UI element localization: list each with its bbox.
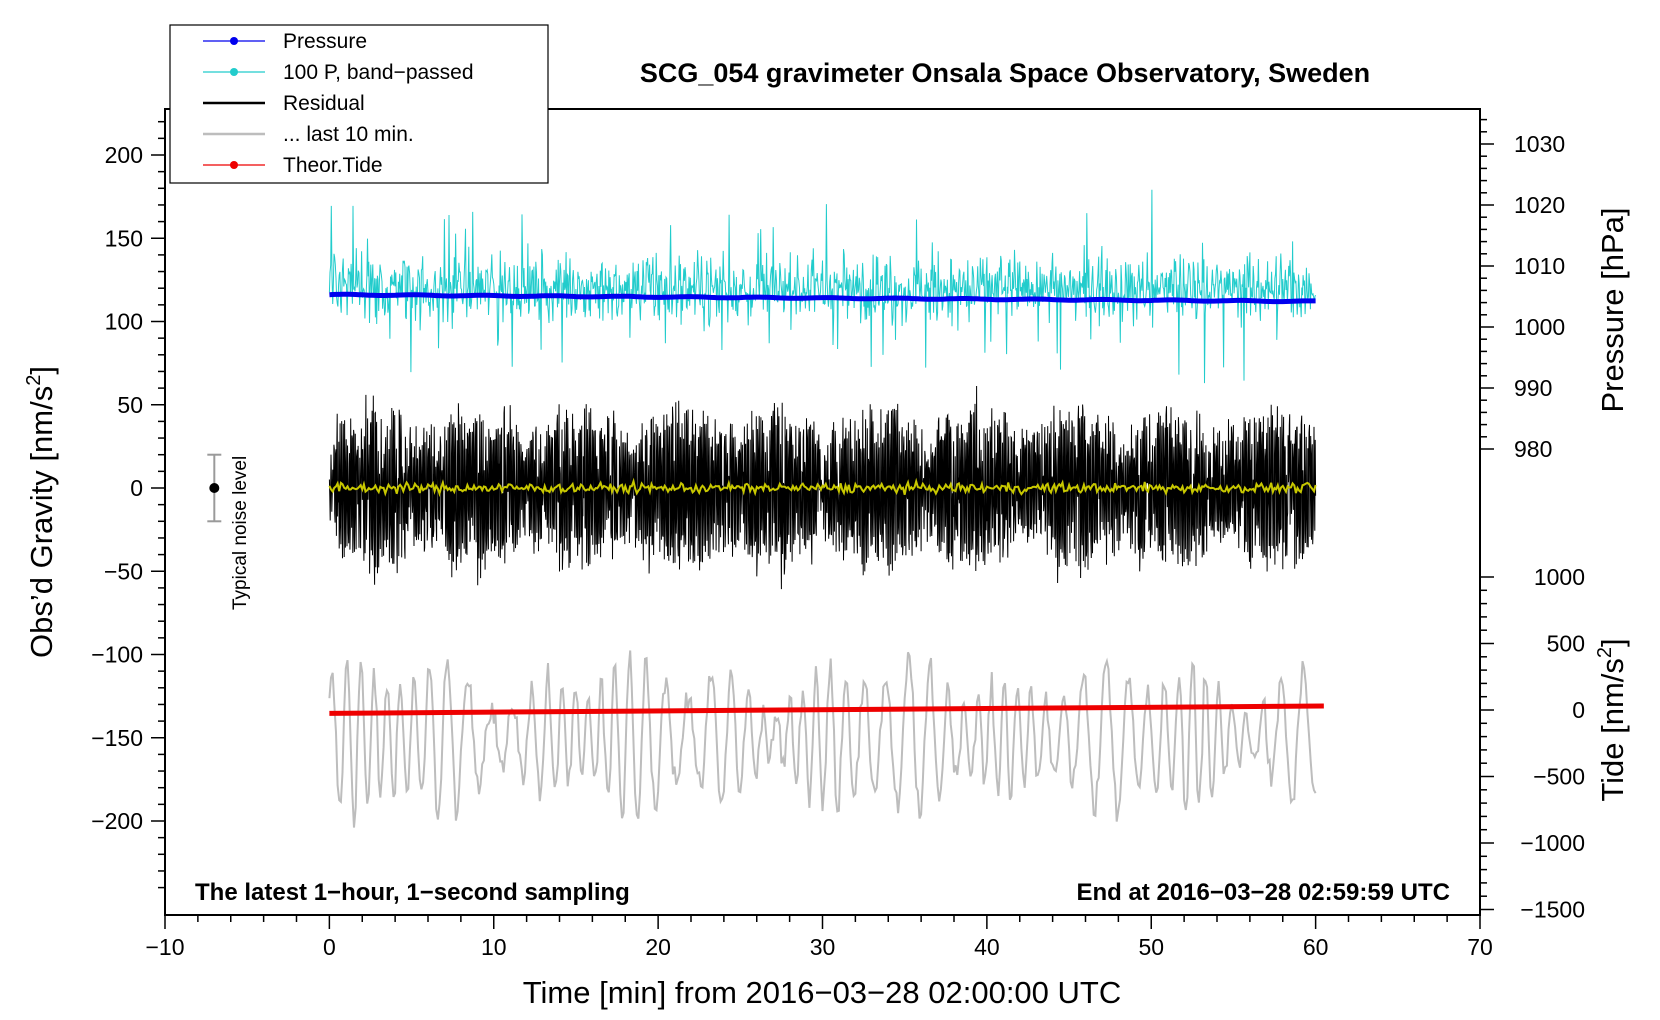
series-layer xyxy=(328,189,1324,828)
tide-tick-label: 1000 xyxy=(1534,564,1585,590)
x-tick-label: 10 xyxy=(481,934,507,960)
series-theoretical-tide xyxy=(329,703,1324,716)
y-tick-label: −200 xyxy=(91,808,143,834)
pressure-tick-label: 1030 xyxy=(1514,131,1565,157)
series-residual-smoothed xyxy=(328,477,1317,498)
x-axis-label: Time [min] from 2016−03−28 02:00:00 UTC xyxy=(523,975,1122,1010)
y-axis-pressure: 1030 1020 1010 1000 990 980 xyxy=(1480,118,1565,462)
pressure-tick-label: 1000 xyxy=(1514,314,1565,340)
noise-center-dot xyxy=(209,483,220,493)
y-tick-label: 200 xyxy=(105,142,143,168)
y-axis-left-label-close: ] xyxy=(24,366,59,375)
x-tick-label: 30 xyxy=(810,934,836,960)
legend-entry-label: Residual xyxy=(283,92,365,115)
pressure-tick-label: 980 xyxy=(1514,436,1552,462)
y-axis-tide-label-sup: 2 xyxy=(1594,647,1616,658)
y-axis-left-label: Obs’d Gravity [nm/s2] xyxy=(23,366,59,658)
legend-entry-label: ... last 10 min. xyxy=(283,123,414,146)
x-tick-label: 40 xyxy=(974,934,1000,960)
x-axis: −10 0 10 20 30 40 50 60 70 xyxy=(145,915,1493,960)
tide-tick-label: −500 xyxy=(1533,764,1585,790)
chart-title: SCG_054 gravimeter Onsala Space Observat… xyxy=(640,58,1370,88)
x-tick-label: −10 xyxy=(145,934,184,960)
series-band-passed-pressure xyxy=(328,189,1317,384)
legend-entry-label: Theor.Tide xyxy=(283,154,383,177)
series-residual xyxy=(328,385,1317,590)
y-tick-label: −50 xyxy=(104,558,143,584)
y-axis-tide-label-close: ] xyxy=(1595,638,1630,647)
y-tick-label: 100 xyxy=(105,309,143,335)
legend-swatch-marker xyxy=(230,161,238,169)
sampling-note: The latest 1−hour, 1−second sampling xyxy=(195,879,630,906)
end-time-note: End at 2016−03−28 02:59:59 UTC xyxy=(1076,879,1450,906)
series-pressure xyxy=(329,291,1316,305)
y-axis-pressure-label: Pressure [hPa] xyxy=(1595,207,1630,412)
y-tick-label: 50 xyxy=(117,392,143,418)
legend-swatch-marker xyxy=(230,37,238,45)
y-tick-label: −150 xyxy=(91,725,143,751)
x-tick-label: 60 xyxy=(1303,934,1329,960)
pressure-tick-label: 990 xyxy=(1514,375,1552,401)
x-tick-label: 50 xyxy=(1138,934,1164,960)
series-last-10-min xyxy=(328,650,1317,828)
pressure-tick-label: 1020 xyxy=(1514,192,1565,218)
tide-tick-label: 500 xyxy=(1547,631,1585,657)
y-axis-tide-label-main: Tide [nm/s xyxy=(1595,658,1630,802)
x-tick-label: 20 xyxy=(645,934,671,960)
y-axis-left-label-sup: 2 xyxy=(23,375,45,386)
y-axis-tide: 1000 500 0 −500 −1000 −1500 xyxy=(1480,564,1585,923)
pressure-tick-label: 1010 xyxy=(1514,253,1565,279)
tide-tick-label: −1000 xyxy=(1520,830,1585,856)
tide-tick-label: 0 xyxy=(1572,697,1585,723)
y-tick-label: −100 xyxy=(91,642,143,668)
x-tick-label: 70 xyxy=(1467,934,1493,960)
y-tick-label: 150 xyxy=(105,225,143,251)
noise-label: Typical noise level xyxy=(230,456,251,610)
noise-level-indicator: Typical noise level xyxy=(207,453,251,610)
legend-entry-label: 100 P, band−passed xyxy=(283,61,474,84)
legend-swatch-marker xyxy=(230,68,238,76)
y-tick-label: 0 xyxy=(130,475,143,501)
y-axis-left-label-main: Obs’d Gravity [nm/s xyxy=(24,386,59,658)
legend: Pressure 100 P, band−passed Residual ... la… xyxy=(169,24,549,184)
x-tick-label: 0 xyxy=(323,934,336,960)
y-axis-tide-label: Tide [nm/s2] xyxy=(1594,638,1630,801)
tide-tick-label: −1500 xyxy=(1520,897,1585,923)
y-axis-left: 200 150 100 50 0 −50 −100 −150 −200 xyxy=(91,120,165,889)
legend-entry-label: Pressure xyxy=(283,30,367,53)
